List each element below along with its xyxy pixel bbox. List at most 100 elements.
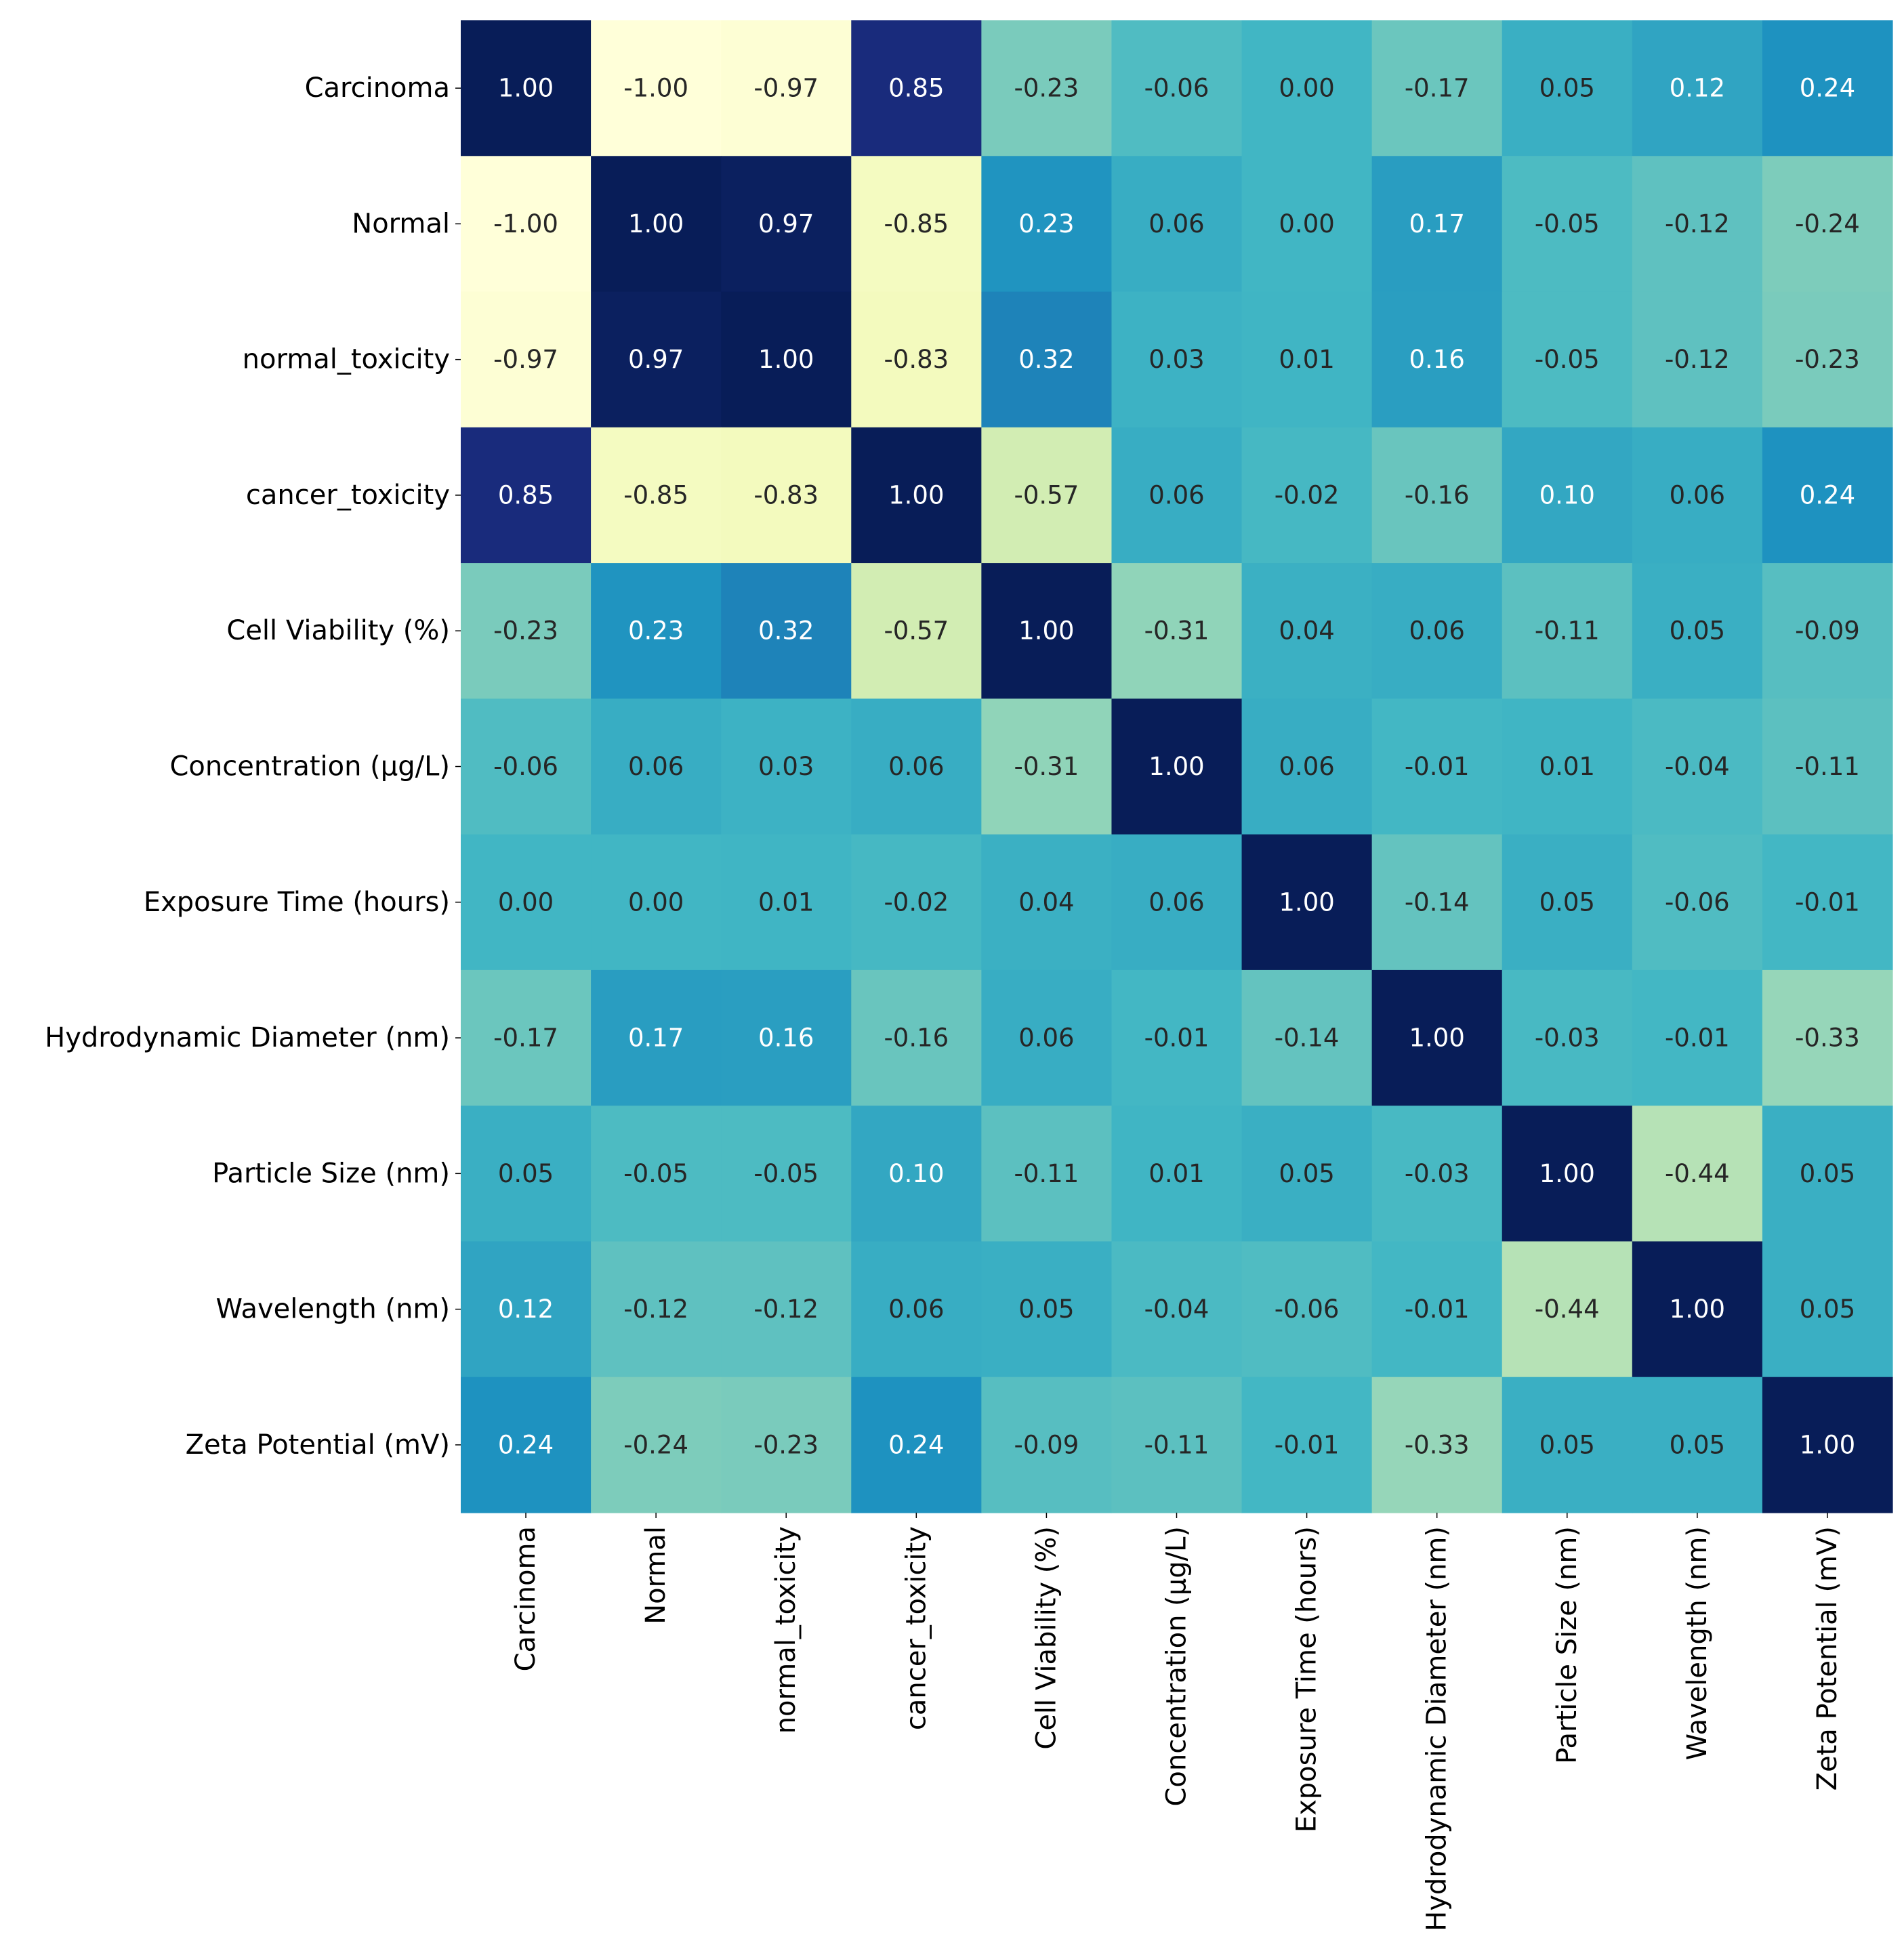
heatmap-cell xyxy=(461,1241,592,1378)
cell-value-label: 0.06 xyxy=(1148,209,1204,238)
row-label-carcinoma: Carcinoma xyxy=(305,72,450,104)
cell-value-label: 0.24 xyxy=(1800,480,1855,509)
cell-value-label: 0.04 xyxy=(1018,887,1074,917)
heatmap-cell xyxy=(1241,291,1373,428)
y-axis-labels: Carcinoma Normal normal_toxicity cancer_tox… xyxy=(45,72,461,1461)
heatmap-cell-values: 1.00 -1.00 -0.97 0.85 -0.23 -0.06 0.00 -0.17 0.0… xyxy=(493,74,1860,1460)
cell-value-label: -0.01 xyxy=(1405,752,1470,781)
cell-value-label: -0.11 xyxy=(1144,1430,1209,1459)
cell-value-label: -0.06 xyxy=(1665,887,1730,917)
cell-value-label: 0.00 xyxy=(1279,209,1334,238)
cell-value-label: 0.05 xyxy=(1279,1159,1334,1188)
cell-value-label: 0.32 xyxy=(1018,345,1074,374)
heatmap-cell xyxy=(981,20,1113,156)
cell-value-label: 0.00 xyxy=(498,887,554,917)
heatmap-cell xyxy=(851,1241,982,1378)
heatmap-cell xyxy=(1371,1106,1503,1242)
row-label-normal-toxicity: normal_toxicity xyxy=(243,344,450,375)
heatmap-cell xyxy=(1502,20,1633,156)
cell-value-label: 0.97 xyxy=(758,209,814,238)
cell-value-label: 1.00 xyxy=(888,480,944,509)
cell-value-label: -0.16 xyxy=(884,1024,949,1053)
cell-value-label: 0.06 xyxy=(628,752,684,781)
cell-value-label: -0.12 xyxy=(623,1295,688,1324)
cell-value-label: -0.11 xyxy=(1014,1159,1079,1188)
heatmap-cell xyxy=(1241,1377,1373,1513)
heatmap-cell xyxy=(981,1377,1113,1513)
row-label-zeta-potential-mv: Zeta Potential (mV) xyxy=(186,1429,450,1461)
heatmap-cell xyxy=(1241,1106,1373,1242)
heatmap-cell xyxy=(1111,291,1243,428)
cell-value-label: 0.12 xyxy=(1670,74,1725,103)
cell-value-label: 1.00 xyxy=(498,74,554,103)
heatmap-cell xyxy=(1111,1241,1243,1378)
heatmap-cell xyxy=(981,427,1113,564)
heatmap-cell xyxy=(1632,834,1763,971)
cell-value-label: 0.01 xyxy=(1148,1159,1204,1188)
heatmap-cell xyxy=(1762,698,1893,835)
heatmap-cell xyxy=(591,427,722,564)
cell-value-label: 0.01 xyxy=(1539,752,1595,781)
col-label-cancer-toxicity: cancer_toxicity xyxy=(901,1526,932,1730)
cell-value-label: 0.05 xyxy=(1800,1159,1855,1188)
cell-value-label: 0.06 xyxy=(888,752,944,781)
heatmap-cell xyxy=(981,834,1113,971)
heatmap-cell xyxy=(1371,969,1503,1106)
cell-value-label: -0.31 xyxy=(1144,616,1209,646)
cell-value-label: -0.03 xyxy=(1535,1024,1600,1053)
cell-value-label: -0.12 xyxy=(1665,345,1730,374)
col-label-normal: Normal xyxy=(640,1526,671,1624)
heatmap-cell xyxy=(981,291,1113,428)
heatmap-cell xyxy=(1632,563,1763,699)
heatmap-cell xyxy=(721,20,852,156)
heatmap-cell xyxy=(1111,427,1243,564)
cell-value-label: 0.24 xyxy=(888,1430,944,1459)
cell-value-label: -0.33 xyxy=(1405,1430,1470,1459)
cell-value-label: -0.97 xyxy=(753,74,819,103)
cell-value-label: -0.04 xyxy=(1665,752,1730,781)
heatmap-cell xyxy=(1241,969,1373,1106)
cell-value-label: 1.00 xyxy=(1279,887,1334,917)
cell-value-label: 0.23 xyxy=(628,616,684,646)
heatmap-cell xyxy=(981,969,1113,1106)
col-label-carcinoma: Carcinoma xyxy=(510,1526,541,1671)
cell-value-label: -0.05 xyxy=(1535,345,1600,374)
cell-value-label: 0.03 xyxy=(1148,345,1204,374)
cell-value-label: 0.00 xyxy=(628,887,684,917)
heatmap-cell xyxy=(1502,1106,1633,1242)
cell-value-label: -0.17 xyxy=(1405,74,1470,103)
cell-value-label: -0.06 xyxy=(1275,1295,1340,1324)
heatmap-cell xyxy=(721,563,852,699)
heatmap-cell xyxy=(1371,20,1503,156)
heatmap-cell xyxy=(1762,1106,1893,1242)
cell-value-label: -0.23 xyxy=(1795,345,1860,374)
heatmap-cell xyxy=(851,698,982,835)
col-label-exposure-time-hours: Exposure Time (hours) xyxy=(1291,1526,1323,1832)
heatmap-cell xyxy=(721,698,852,835)
heatmap-cell xyxy=(721,291,852,428)
heatmap-cell xyxy=(1371,563,1503,699)
heatmap-cell xyxy=(981,563,1113,699)
cell-value-label: -0.09 xyxy=(1795,616,1860,646)
heatmap-cell xyxy=(1762,291,1893,428)
cell-value-label: 0.12 xyxy=(498,1295,554,1324)
col-label-zeta-potential-mv: Zeta Potential (mV) xyxy=(1812,1526,1843,1790)
cell-value-label: 1.00 xyxy=(1409,1024,1464,1053)
heatmap-cell xyxy=(1111,834,1243,971)
cell-value-label: -0.05 xyxy=(753,1159,819,1188)
heatmap-cell xyxy=(1371,1241,1503,1378)
cell-value-label: -0.83 xyxy=(884,345,949,374)
cell-value-label: -0.16 xyxy=(1405,480,1470,509)
col-label-concentration-g-l: Concentration (µg/L) xyxy=(1161,1526,1193,1807)
heatmap-cell xyxy=(591,563,722,699)
cell-value-label: -0.09 xyxy=(1014,1430,1079,1459)
heatmap-cell xyxy=(981,156,1113,293)
cell-value-label: 1.00 xyxy=(1148,752,1204,781)
cell-value-label: -0.17 xyxy=(493,1024,558,1053)
heatmap-cell xyxy=(1502,563,1633,699)
heatmap-cell xyxy=(1371,1377,1503,1513)
heatmap-cell xyxy=(461,20,592,156)
cell-value-label: -0.12 xyxy=(753,1295,819,1324)
heatmap-cell xyxy=(1632,1377,1763,1513)
